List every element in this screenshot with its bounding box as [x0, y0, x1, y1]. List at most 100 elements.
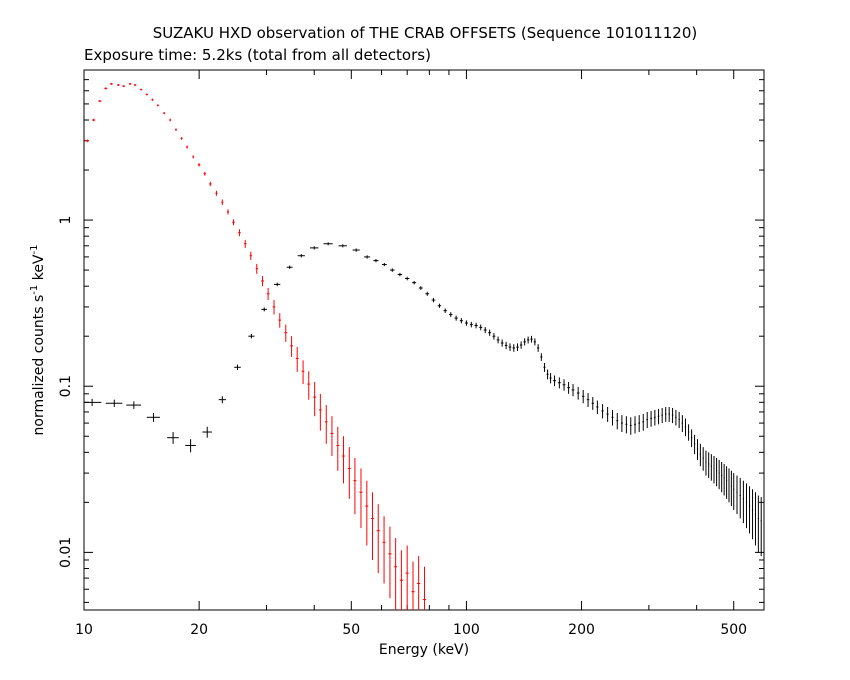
data-point [122, 85, 125, 88]
data-point [576, 386, 580, 400]
data-point [668, 406, 670, 422]
data-point [371, 492, 374, 560]
data-point [702, 447, 704, 471]
data-point [760, 497, 762, 557]
plot-frame [83, 69, 765, 611]
y-axis-title-sup2: -1 [29, 245, 40, 255]
data-point [359, 468, 363, 529]
data-point [301, 360, 305, 385]
data-point [733, 473, 735, 510]
data-point [365, 480, 369, 546]
data-point [417, 556, 421, 610]
data-point [156, 104, 159, 107]
data-point [221, 199, 224, 206]
data-point [232, 219, 235, 226]
data-point [98, 99, 102, 103]
data-point [519, 341, 523, 349]
data-point [523, 338, 526, 346]
data-point [381, 262, 387, 267]
data-point [634, 416, 636, 434]
data-point [364, 255, 371, 259]
data-point [186, 145, 188, 149]
data-point [324, 405, 328, 444]
data-point [620, 415, 623, 433]
data-point [238, 229, 241, 237]
data-point [104, 87, 108, 90]
data-point [399, 550, 403, 610]
data-point [718, 459, 720, 490]
data-point [543, 362, 546, 372]
data-point [431, 297, 436, 303]
data-point [255, 263, 258, 274]
data-point [591, 397, 594, 410]
data-point [504, 341, 508, 350]
data-point [571, 384, 575, 397]
data-point [721, 461, 723, 493]
data-point [203, 171, 207, 176]
y-axis-title: normalized counts s-1 keV-1 [29, 245, 47, 436]
y-axis-title-sup1: -1 [29, 285, 40, 295]
series-1 [84, 242, 762, 557]
data-point [209, 181, 212, 187]
x-tick-label: 500 [720, 622, 747, 638]
data-point [661, 407, 663, 424]
data-point [530, 335, 533, 343]
data-point [425, 291, 430, 296]
data-point [469, 321, 473, 328]
data-point [313, 382, 317, 417]
data-point [418, 286, 423, 290]
data-point [553, 375, 557, 387]
data-point [664, 406, 667, 422]
data-point [464, 320, 468, 326]
data-point [699, 443, 701, 467]
data-point [726, 466, 728, 499]
data-series [84, 82, 762, 610]
data-point [488, 329, 492, 336]
data-point [412, 280, 417, 285]
data-point [323, 242, 333, 246]
data-point [716, 457, 718, 487]
data-point [338, 244, 347, 248]
data-point [92, 118, 96, 122]
data-point [353, 457, 357, 515]
x-axis-title: Energy (keV) [379, 642, 469, 658]
data-point [272, 300, 276, 315]
data-point [297, 254, 305, 258]
chart-subtitle: Exposure time: 5.2ks (total from all det… [84, 46, 431, 64]
data-point [243, 239, 247, 248]
data-point [422, 566, 427, 610]
data-point [290, 336, 294, 357]
data-point [713, 456, 715, 484]
data-point [474, 322, 478, 329]
data-point [215, 190, 218, 196]
data-point [449, 312, 453, 317]
data-point [388, 526, 392, 599]
data-point [139, 88, 143, 91]
data-point [307, 371, 311, 400]
data-point [745, 483, 748, 529]
data-point [146, 412, 160, 422]
data-point [611, 409, 614, 426]
data-point [748, 486, 751, 534]
data-point [437, 303, 442, 308]
y-tick-label: 0.1 [58, 375, 74, 397]
data-point [526, 336, 530, 344]
data-point [284, 324, 288, 342]
data-point [249, 251, 253, 260]
data-point [616, 412, 619, 430]
data-point [606, 406, 609, 422]
data-point [751, 489, 754, 540]
axis-ticks: 10 20 50 100 200 500 0.01 0.1 1 [58, 69, 765, 638]
y-axis-title-mid: keV [31, 254, 47, 285]
data-point [394, 538, 398, 610]
data-point [540, 353, 543, 361]
data-point [516, 343, 519, 351]
data-point [533, 338, 536, 346]
data-point [557, 377, 561, 389]
data-point [710, 454, 712, 481]
data-point [546, 369, 549, 380]
data-point [567, 382, 570, 394]
data-point [266, 288, 270, 301]
series-0 [85, 82, 427, 610]
data-point [169, 118, 172, 122]
